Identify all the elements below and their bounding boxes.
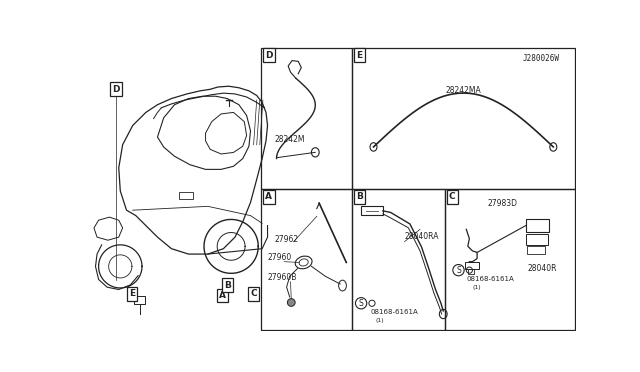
Bar [352,189,445,330]
Text: 27962: 27962 [275,235,299,244]
Text: S: S [456,266,461,275]
Text: E: E [129,289,135,298]
Text: 27983D: 27983D [487,199,517,208]
Bar [445,189,575,330]
Text: D: D [112,84,120,93]
Bar [527,246,545,254]
Text: A: A [266,192,272,202]
Text: 08168-6161A: 08168-6161A [371,309,418,315]
Text: (1): (1) [375,318,384,323]
Text: 27960B: 27960B [268,273,296,282]
Text: C: C [449,192,456,202]
Text: S: S [359,299,364,308]
Text: A: A [219,291,226,300]
Text: 28040R: 28040R [527,264,557,273]
Circle shape [287,299,295,306]
Text: C: C [250,289,257,298]
Text: E: E [356,51,363,60]
Text: B: B [356,192,363,202]
Text: 27960: 27960 [268,253,291,262]
Bar [261,48,352,189]
Text: 28242M: 28242M [275,135,305,144]
Text: D: D [265,51,273,60]
Bar [465,262,479,269]
Bar [134,296,145,304]
Bar [526,234,548,245]
Bar [361,206,383,215]
Bar [261,189,352,330]
Text: B: B [224,281,231,290]
Bar [526,219,549,232]
Text: 28040RA: 28040RA [404,232,439,241]
Text: 08168-6161A: 08168-6161A [467,276,514,282]
Bar [179,192,193,199]
Text: 28242MA: 28242MA [445,86,481,95]
Bar [352,48,575,189]
Text: J280026W: J280026W [523,54,560,64]
Text: (1): (1) [472,285,481,290]
